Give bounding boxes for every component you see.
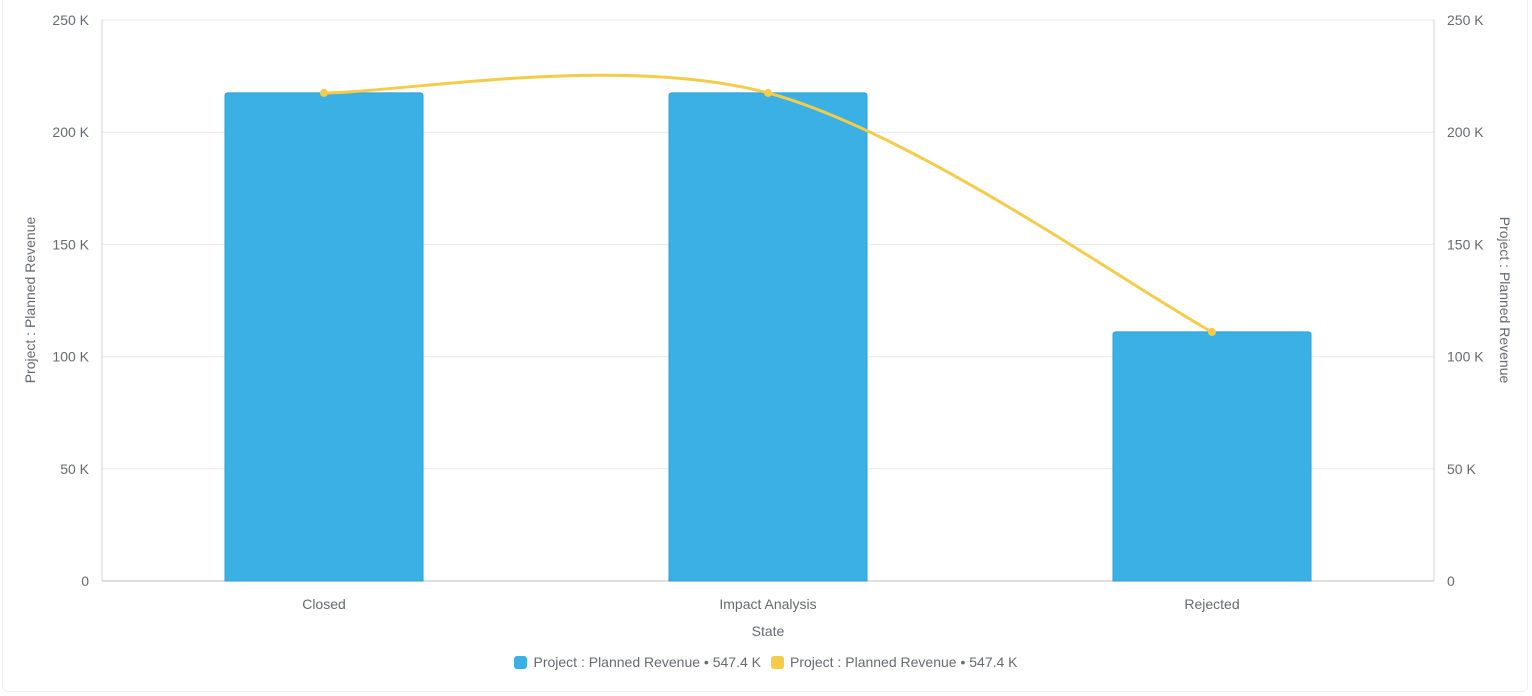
line-series xyxy=(320,73,1216,336)
legend-swatch-yellow xyxy=(771,655,784,669)
y-tick-label-right: 0 xyxy=(1447,573,1455,589)
x-tick-label: Closed xyxy=(302,596,346,612)
y-tick-label-left: 50 K xyxy=(60,461,89,477)
legend-item-bar-series[interactable]: Project : Planned Revenue • 547.4 K xyxy=(514,654,761,670)
y-tick-labels-right: 0 50 K 100 K 150 K 200 K 250 K xyxy=(1447,12,1484,589)
y-axis-title-right: Project : Planned Revenue xyxy=(1497,217,1513,384)
y-tick-label-right: 200 K xyxy=(1447,124,1484,140)
line-point[interactable] xyxy=(764,88,772,97)
y-tick-label-left: 100 K xyxy=(52,349,89,365)
y-tick-label-right: 100 K xyxy=(1447,349,1484,365)
y-tick-label-left: 200 K xyxy=(52,124,89,140)
bar-series xyxy=(224,92,1312,582)
y-axis-title-left: Project : Planned Revenue xyxy=(22,217,38,384)
bar[interactable] xyxy=(1112,331,1312,582)
combo-chart: 0 50 K 100 K 150 K 200 K 250 K 0 50 K 100 K 150 … xyxy=(22,12,1513,639)
y-tick-label-right: 50 K xyxy=(1447,461,1476,477)
y-tick-label-right: 250 K xyxy=(1447,12,1484,28)
legend-swatch-blue xyxy=(514,655,528,669)
line-point[interactable] xyxy=(1208,327,1216,336)
legend-item-line-series[interactable]: Project : Planned Revenue • 547.4 K xyxy=(771,654,1018,670)
y-tick-label-left: 150 K xyxy=(52,236,89,252)
legend-total-bar-series: 547.4 K xyxy=(712,654,761,670)
y-tick-label-right: 150 K xyxy=(1447,236,1484,252)
x-tick-labels: Closed Impact Analysis Rejected xyxy=(302,596,1239,612)
x-tick-label: Impact Analysis xyxy=(719,596,816,612)
legend-separator: • xyxy=(700,654,713,670)
legend-separator: • xyxy=(956,654,970,670)
legend-label-line-series: Project : Planned Revenue xyxy=(790,654,957,670)
y-tick-labels-left: 0 50 K 100 K 150 K 200 K 250 K xyxy=(52,12,89,589)
legend: Project : Planned Revenue • 547.4 K Proj… xyxy=(0,654,1532,670)
bar[interactable] xyxy=(668,92,868,582)
line-point[interactable] xyxy=(320,88,328,97)
x-tick-label: Rejected xyxy=(1184,596,1239,612)
y-tick-label-left: 0 xyxy=(81,573,89,589)
bar[interactable] xyxy=(224,92,424,582)
legend-total-line-series: 547.4 K xyxy=(969,654,1018,670)
x-axis-title: State xyxy=(752,623,785,639)
legend-label-bar-series: Project : Planned Revenue xyxy=(533,654,701,670)
y-tick-label-left: 250 K xyxy=(52,12,89,28)
